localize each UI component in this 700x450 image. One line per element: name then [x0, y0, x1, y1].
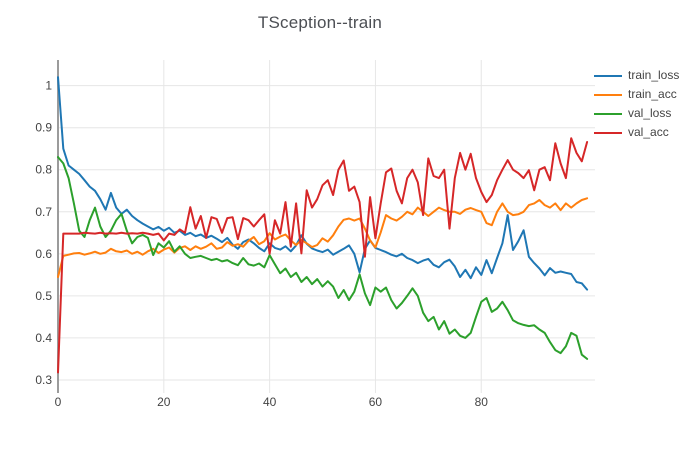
y-tick-label: 0.9 [35, 121, 52, 135]
y-tick-label: 0.8 [35, 163, 52, 177]
y-tick-label: 0.4 [35, 331, 52, 345]
chart-title: TSception--train [257, 13, 383, 32]
series-line-val_acc[interactable] [57, 137, 589, 374]
legend-item-val_loss[interactable]: val_loss [594, 104, 679, 123]
y-tick-label: 0.6 [35, 247, 52, 261]
legend-swatch-val_loss [594, 112, 622, 115]
x-tick-label: 60 [369, 395, 383, 409]
x-tick-label: 20 [157, 395, 171, 409]
series-line-val_loss[interactable] [57, 156, 589, 360]
series-line-train_acc[interactable] [57, 197, 589, 278]
y-tick-label: 0.5 [35, 289, 52, 303]
legend-swatch-train_acc [594, 93, 622, 96]
legend: train_loss train_acc val_loss val_acc [594, 66, 679, 142]
legend-label: val_loss [628, 106, 672, 120]
legend-item-val_acc[interactable]: val_acc [594, 123, 679, 142]
y-tick-label: 0.3 [35, 373, 52, 387]
legend-label: train_loss [628, 68, 680, 82]
legend-swatch-val_acc [594, 131, 622, 134]
y-tick-label: 1 [45, 79, 52, 93]
legend-label: train_acc [628, 87, 677, 101]
legend-item-train_acc[interactable]: train_acc [594, 85, 679, 104]
y-tick-label: 0.7 [35, 205, 52, 219]
legend-item-train_loss[interactable]: train_loss [594, 66, 679, 85]
x-tick-label: 40 [263, 395, 277, 409]
legend-swatch-train_loss [594, 74, 622, 77]
x-tick-label: 0 [55, 395, 62, 409]
x-tick-label: 80 [475, 395, 489, 409]
legend-label: val_acc [628, 125, 669, 139]
series-line-train_loss[interactable] [57, 76, 589, 291]
